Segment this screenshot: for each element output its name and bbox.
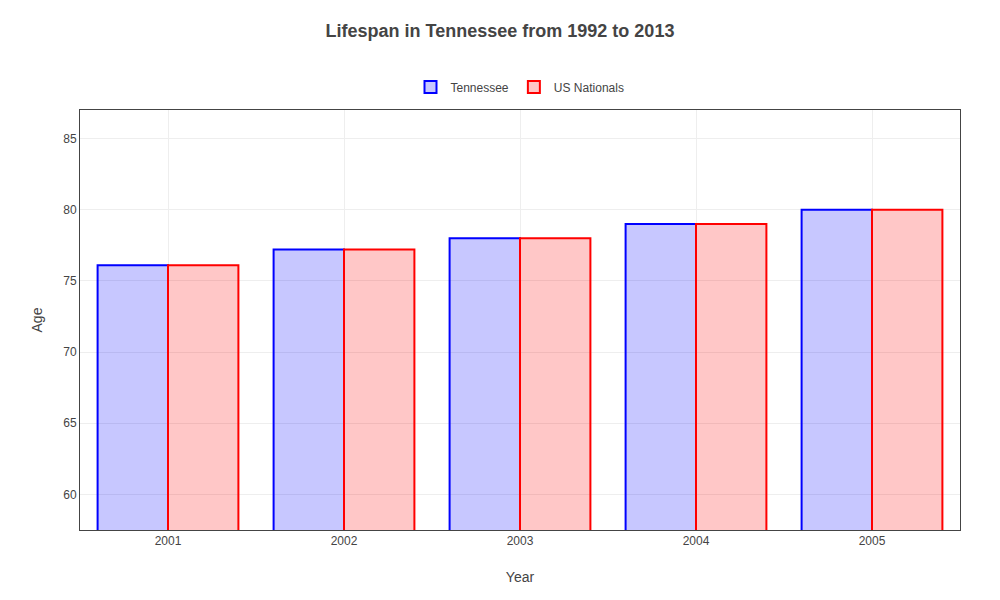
svg-text:2005: 2005: [859, 534, 886, 548]
svg-text:85: 85: [63, 132, 77, 146]
svg-text:US Nationals: US Nationals: [554, 81, 624, 95]
svg-text:Lifespan in Tennessee from 199: Lifespan in Tennessee from 1992 to 2013: [326, 21, 675, 41]
svg-text:Age: Age: [29, 307, 45, 332]
svg-text:80: 80: [63, 203, 77, 217]
svg-text:65: 65: [63, 416, 77, 430]
svg-text:2001: 2001: [155, 534, 182, 548]
svg-text:75: 75: [63, 274, 77, 288]
svg-text:70: 70: [63, 345, 77, 359]
svg-text:2002: 2002: [331, 534, 358, 548]
svg-text:Tennessee: Tennessee: [451, 81, 509, 95]
svg-text:60: 60: [63, 488, 77, 502]
svg-text:Year: Year: [506, 569, 535, 585]
svg-text:2003: 2003: [507, 534, 534, 548]
svg-text:2004: 2004: [683, 534, 710, 548]
